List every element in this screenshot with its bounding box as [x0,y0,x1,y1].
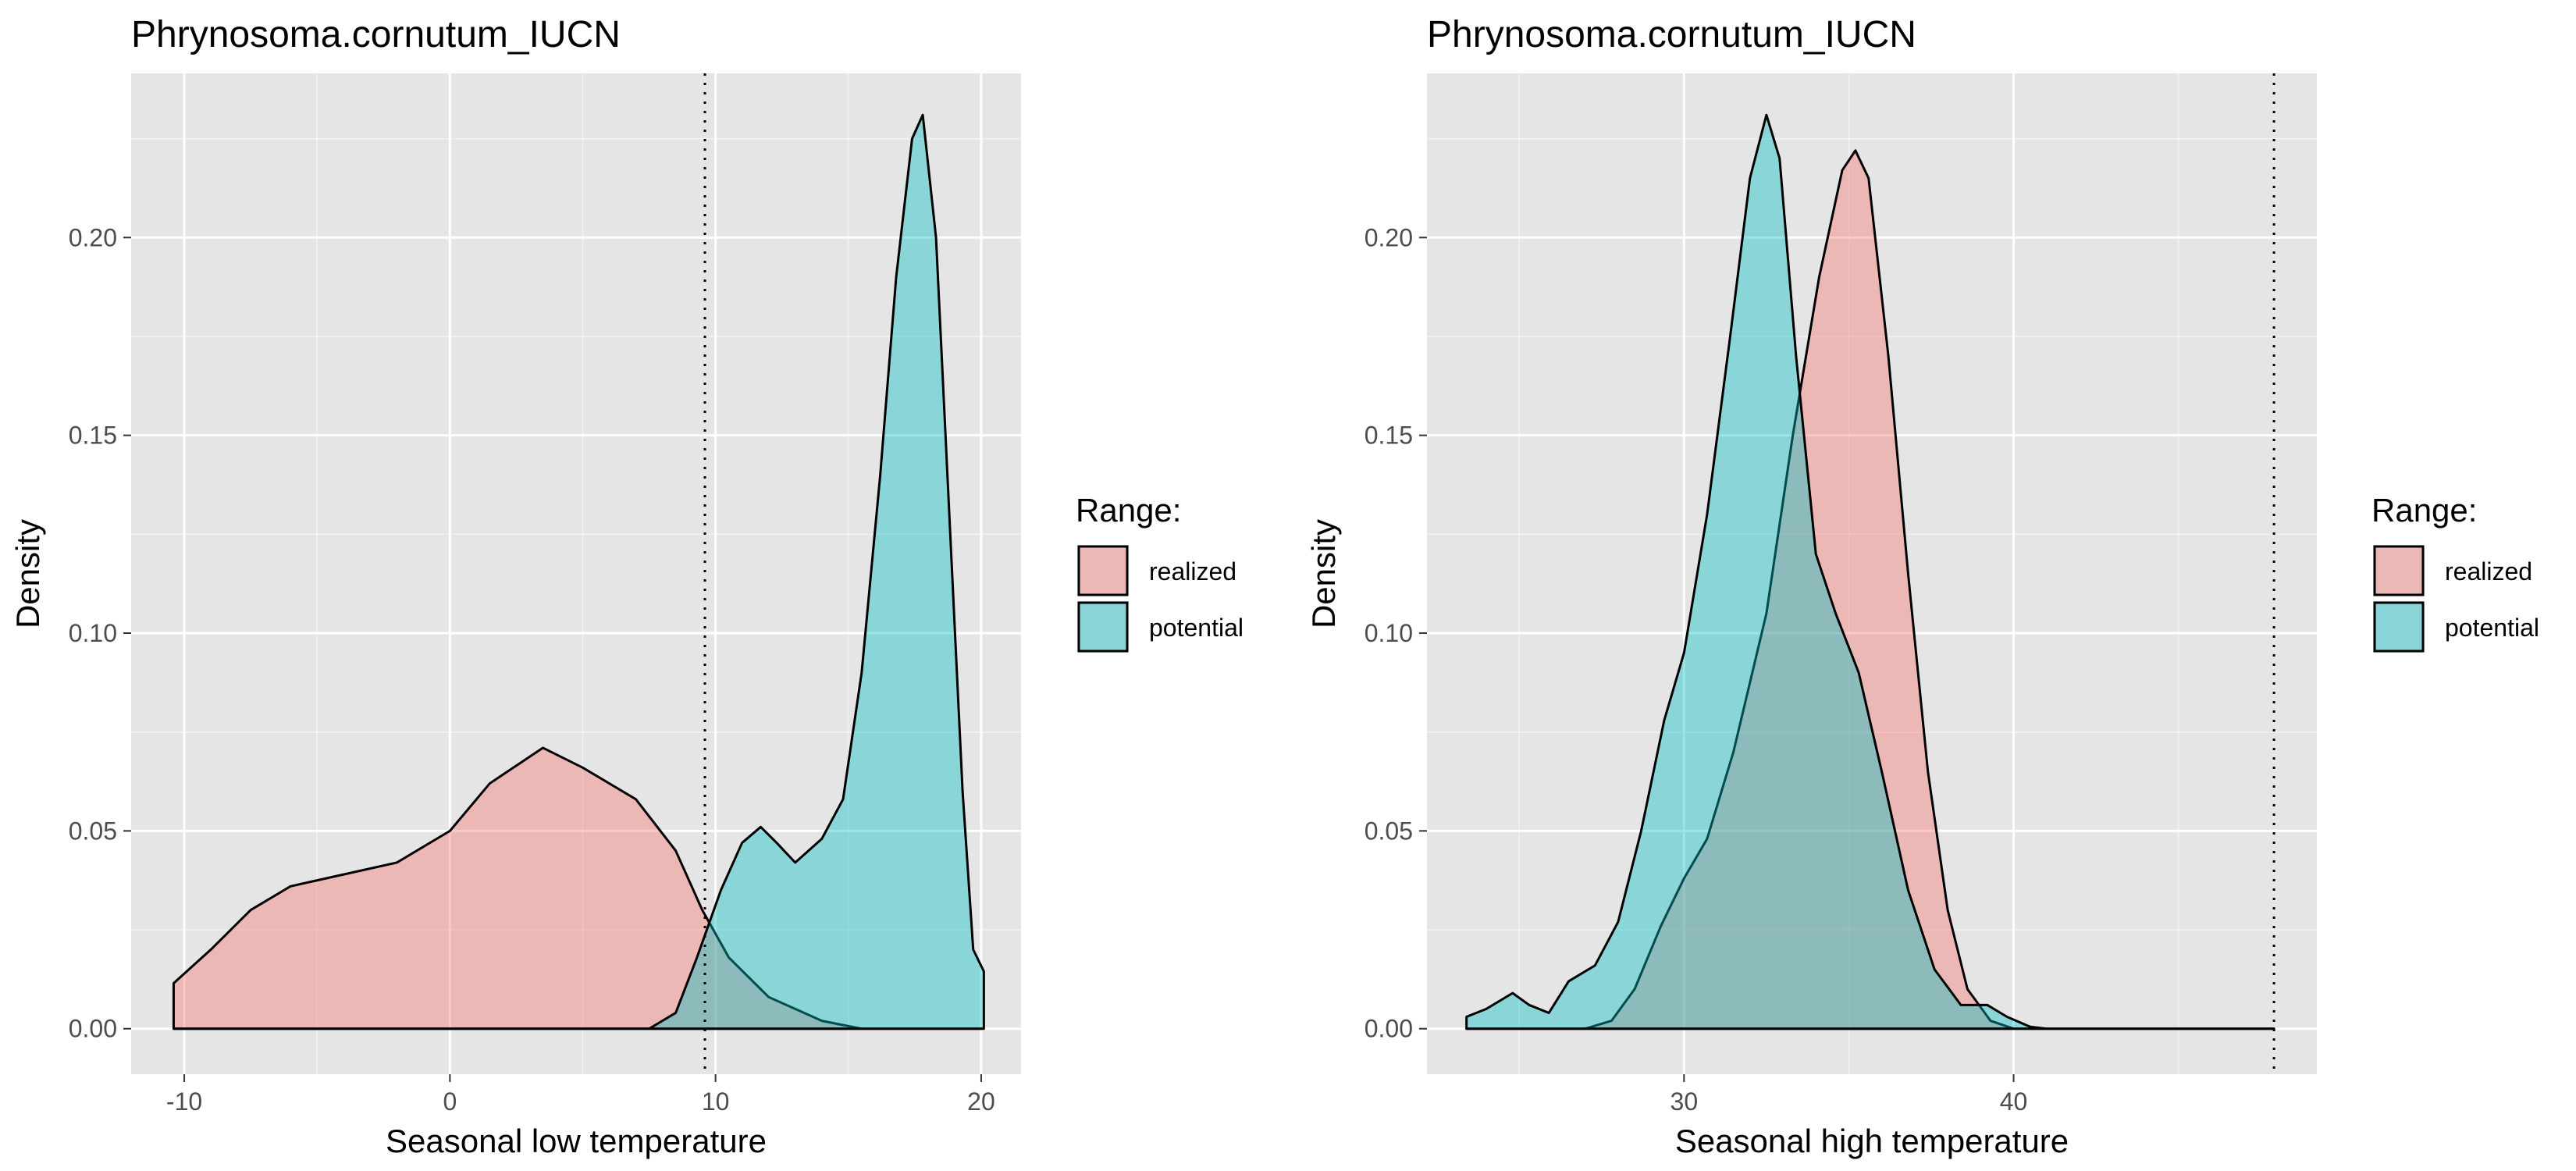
y-axis-title: Density [1305,519,1342,628]
y-tick-label: 0.20 [69,223,117,251]
panel-background [1427,73,2317,1074]
y-tick-label: 0.15 [1364,422,1413,450]
panel-background [131,73,1021,1074]
x-axis-title: Seasonal low temperature [386,1123,767,1159]
y-tick-label: 0.20 [1364,223,1413,251]
realized-density-area [1465,149,2275,1030]
y-tick-label: 0.05 [69,817,117,845]
y-tick-label: 0.15 [69,422,117,450]
x-axis-title: Seasonal high temperature [1675,1123,2069,1159]
y-tick-label: 0.00 [69,1015,117,1043]
legend-key-background [2373,545,2425,596]
legend-label-potential: potential [1149,614,1244,642]
right-density-plot: 30 40 0.00 0.05 0.10 0.15 0.20 Phrynosoma.cornu… [1305,14,2539,1159]
chart-title: Phrynosoma.cornutum_IUCN [131,14,621,55]
legend-swatch-realized [1077,545,1129,596]
legend-label-realized: realized [2445,557,2532,586]
x-tick-label: 0 [443,1087,457,1116]
legend-key-background [1077,601,1129,653]
y-tick-label: 0.10 [69,619,117,647]
potential-density-area [172,113,985,1030]
x-tick-label: 30 [1670,1087,1699,1116]
legend-label-potential: potential [2445,614,2539,642]
x-tick-label: 40 [2000,1087,2028,1116]
legend-title: Range: [1076,492,1181,529]
legend-swatch-potential [1077,601,1129,653]
x-tick-label: -10 [166,1087,202,1116]
y-tick-label: 0.05 [1364,817,1413,845]
potential-density-area [1465,113,2275,1030]
left-density-plot: -10 0 10 20 0.00 0.05 0.10 0.15 0.20 Phrynosoma.c… [9,14,1244,1159]
y-tick-label: 0.00 [1364,1015,1413,1043]
chart-title: Phrynosoma.cornutum_IUCN [1427,14,1916,55]
legend-key-background [1077,545,1129,596]
x-tick-label: 20 [967,1087,995,1116]
legend-key-background [2373,601,2425,653]
legend-title: Range: [2371,492,2477,529]
legend-swatch-realized [2373,545,2425,596]
x-tick-label: 10 [702,1087,730,1116]
realized-density-area [172,746,983,1030]
legend-swatch-potential [2373,601,2425,653]
legend-label-realized: realized [1149,557,1236,586]
y-tick-label: 0.10 [1364,619,1413,647]
y-axis-title: Density [9,519,46,628]
